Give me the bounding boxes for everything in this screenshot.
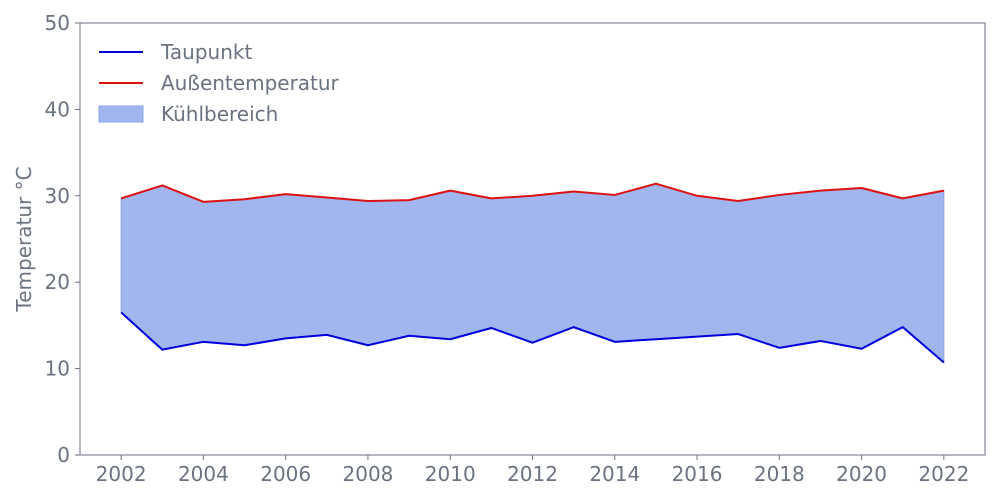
series-line-aussentemperatur — [120, 182, 945, 203]
legend: Taupunkt Außentemperatur Kühlbereich — [98, 40, 340, 126]
series-lines-layer — [120, 182, 945, 364]
fill-area-layer — [120, 183, 945, 364]
x-tick-label: 2008 — [343, 462, 394, 486]
x-tick-label: 2022 — [918, 462, 969, 486]
x-tick-label: 2010 — [425, 462, 476, 486]
x-tick-label: 2006 — [260, 462, 311, 486]
legend-label-taupunkt: Taupunkt — [160, 40, 252, 64]
y-tick-label: 50 — [45, 11, 70, 35]
y-tick-label: 40 — [45, 97, 70, 121]
legend-label-aussentemperatur: Außentemperatur — [161, 71, 340, 95]
y-tick-label: 20 — [45, 270, 70, 294]
x-tick-label: 2012 — [507, 462, 558, 486]
x-tick-label: 2002 — [96, 462, 147, 486]
x-ticks: 2002 2004 2006 2008 2010 2012 2014 2016 2018 2020… — [96, 455, 969, 486]
y-tick-label: 0 — [57, 443, 70, 467]
legend-swatch-kuehlbereich — [98, 105, 144, 123]
x-tick-label: 2020 — [836, 462, 887, 486]
x-tick-label: 2014 — [589, 462, 640, 486]
legend-label-kuehlbereich: Kühlbereich — [161, 102, 278, 126]
series-line-taupunkt — [120, 311, 945, 364]
x-tick-label: 2004 — [178, 462, 229, 486]
fill-area-kuehlbereich — [120, 183, 945, 364]
y-ticks: 0 10 20 30 40 50 — [45, 11, 80, 467]
y-axis-label: Temperatur °C — [12, 166, 36, 312]
y-tick-label: 10 — [45, 357, 70, 381]
x-tick-label: 2016 — [672, 462, 723, 486]
y-tick-label: 30 — [45, 184, 70, 208]
x-tick-label: 2018 — [754, 462, 805, 486]
